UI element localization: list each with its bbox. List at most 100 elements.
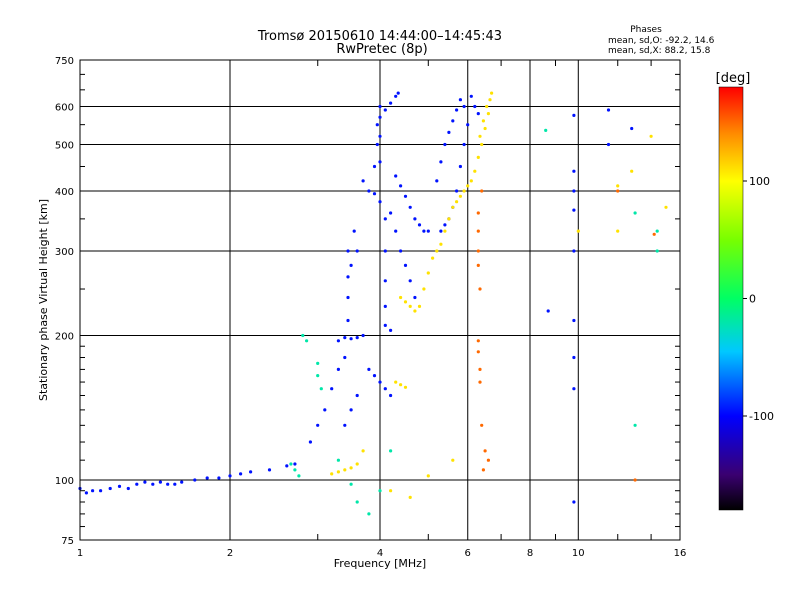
data-point (413, 217, 417, 221)
data-point (443, 223, 447, 227)
data-point (408, 304, 412, 308)
data-point (572, 355, 576, 360)
y-tick-label: 500 (55, 141, 74, 152)
data-point (447, 130, 451, 134)
data-point (478, 380, 482, 384)
data-point (180, 480, 184, 484)
data-point (375, 123, 379, 127)
data-point (399, 383, 403, 387)
data-point (323, 408, 327, 412)
data-point (383, 387, 387, 391)
data-point (372, 164, 377, 169)
data-point (289, 462, 293, 466)
data-point (469, 179, 473, 183)
data-point (478, 134, 482, 138)
data-point (389, 489, 393, 493)
data-point (316, 374, 320, 378)
data-point (426, 271, 430, 275)
data-point (408, 495, 412, 499)
data-point (383, 323, 387, 327)
data-point (439, 160, 443, 164)
data-point (293, 468, 297, 472)
data-point (394, 229, 398, 233)
y-tick-label: 400 (55, 187, 74, 198)
data-point (336, 339, 340, 343)
data-point (352, 229, 356, 233)
data-point (367, 367, 371, 371)
data-point (403, 300, 408, 304)
data-point (476, 249, 480, 253)
data-point (143, 480, 147, 484)
data-point (483, 126, 487, 131)
data-point (458, 98, 462, 102)
x-axis-ticks: 1 2 4 6 8 10 16 (77, 60, 686, 559)
data-point (383, 108, 387, 112)
data-point (664, 205, 668, 209)
data-point (346, 295, 350, 300)
data-point (399, 184, 403, 188)
data-point (572, 189, 576, 193)
data-point (389, 449, 393, 453)
data-point (403, 385, 408, 389)
x-tick-label: 4 (377, 548, 383, 559)
data-point (606, 142, 611, 147)
data-point (389, 328, 393, 332)
data-point (308, 440, 312, 444)
y-tick-label: 200 (55, 332, 74, 343)
data-point (486, 458, 490, 462)
colorbar-ticks: 100 0 -100 (743, 175, 774, 423)
data-point (443, 142, 447, 147)
data-point (466, 123, 470, 127)
data-point (383, 279, 387, 283)
data-point (346, 249, 350, 253)
data-point (466, 184, 470, 188)
data-point (572, 169, 576, 173)
data-point (343, 355, 347, 360)
data-point (343, 336, 347, 340)
data-point (383, 217, 387, 221)
y-axis-ticks: 75 100 200 300 400 500 600 750 (55, 56, 680, 547)
data-point (633, 211, 637, 215)
data-point (447, 217, 451, 221)
data-point (355, 500, 359, 504)
data-point (389, 211, 393, 215)
data-point (476, 350, 480, 354)
data-point (193, 478, 197, 482)
data-point (330, 472, 334, 476)
data-point (399, 249, 403, 253)
data-point (480, 189, 484, 193)
data-point (435, 249, 439, 253)
data-point (439, 229, 443, 233)
data-point (349, 482, 353, 486)
y-tick-label: 75 (61, 536, 74, 547)
data-point (455, 200, 459, 204)
data-point (205, 476, 209, 480)
data-point (546, 309, 550, 313)
y-tick-label: 100 (55, 476, 74, 487)
data-point (293, 462, 297, 466)
data-point (378, 160, 382, 164)
data-point (349, 263, 353, 267)
data-points (78, 91, 668, 516)
data-point (439, 242, 443, 246)
y-tick-label: 300 (55, 247, 74, 258)
data-point (483, 449, 487, 453)
data-point (408, 205, 412, 209)
data-point (305, 339, 309, 343)
chart-subtitle: RwPretec (8p) (336, 42, 427, 57)
data-point (572, 318, 576, 323)
colorbar-tick-label: 100 (749, 175, 770, 188)
data-point (378, 380, 382, 384)
data-point (336, 367, 340, 371)
data-point (330, 387, 334, 391)
data-point (572, 500, 576, 504)
grid-lines (80, 60, 680, 540)
data-point (485, 104, 489, 109)
data-point (372, 374, 377, 378)
data-point (630, 126, 634, 131)
data-point (389, 101, 393, 105)
data-point (372, 192, 377, 196)
phases-o-stats: mean, sd,O: -92.2, 14.6 (608, 36, 715, 46)
data-point (297, 474, 301, 478)
data-point (476, 155, 480, 159)
